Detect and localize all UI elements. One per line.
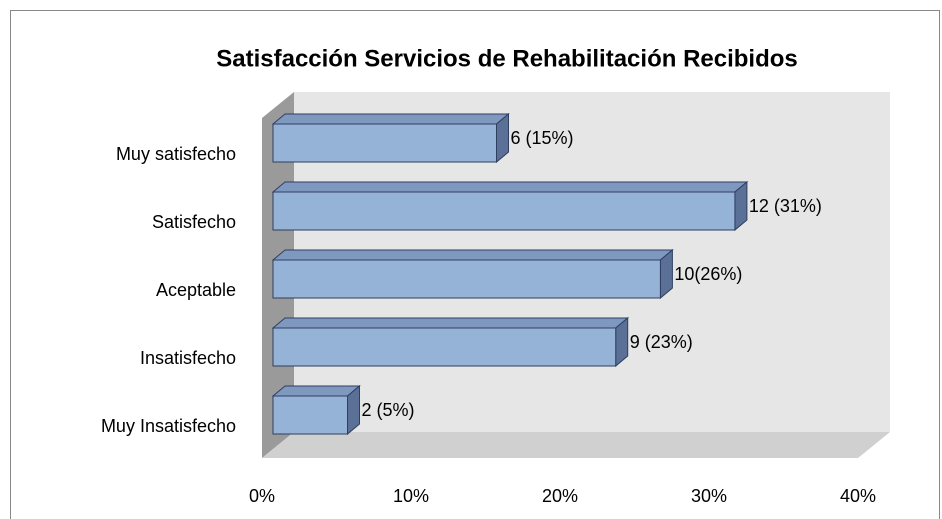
value-label: 10(26%) [674, 264, 742, 284]
x-tick-label: 10% [393, 486, 429, 506]
bar-top [271, 317, 630, 329]
value-label: 9 (23%) [630, 332, 693, 352]
bar [271, 316, 630, 368]
y-tick-label: Muy satisfecho [116, 144, 236, 164]
bar-top [271, 113, 510, 125]
value-label: 2 (5%) [362, 400, 415, 420]
bar-front [272, 259, 661, 299]
y-tick-label: Insatisfecho [140, 348, 236, 368]
value-label: 6 (15%) [511, 128, 574, 148]
y-tick-label: Aceptable [156, 280, 236, 300]
y-tick-label: Satisfecho [152, 212, 236, 232]
floor [262, 432, 890, 458]
bar-front [272, 395, 348, 435]
bar-front [272, 327, 617, 367]
x-tick-label: 20% [542, 486, 578, 506]
bar [271, 248, 674, 300]
bar [271, 384, 361, 436]
y-tick-label: Muy Insatisfecho [101, 416, 236, 436]
x-tick-label: 0% [249, 486, 275, 506]
x-tick-label: 30% [691, 486, 727, 506]
bar-top [271, 385, 361, 397]
chart-title: Satisfacción Servicios de Rehabilitación… [216, 45, 798, 72]
bar-top [271, 249, 674, 261]
value-label: 12 (31%) [749, 196, 822, 216]
bar-front [272, 123, 497, 163]
x-tick-label: 40% [840, 486, 876, 506]
bar [271, 180, 749, 232]
bar-top [271, 181, 749, 193]
bar-front [272, 191, 736, 231]
bar [271, 112, 510, 164]
